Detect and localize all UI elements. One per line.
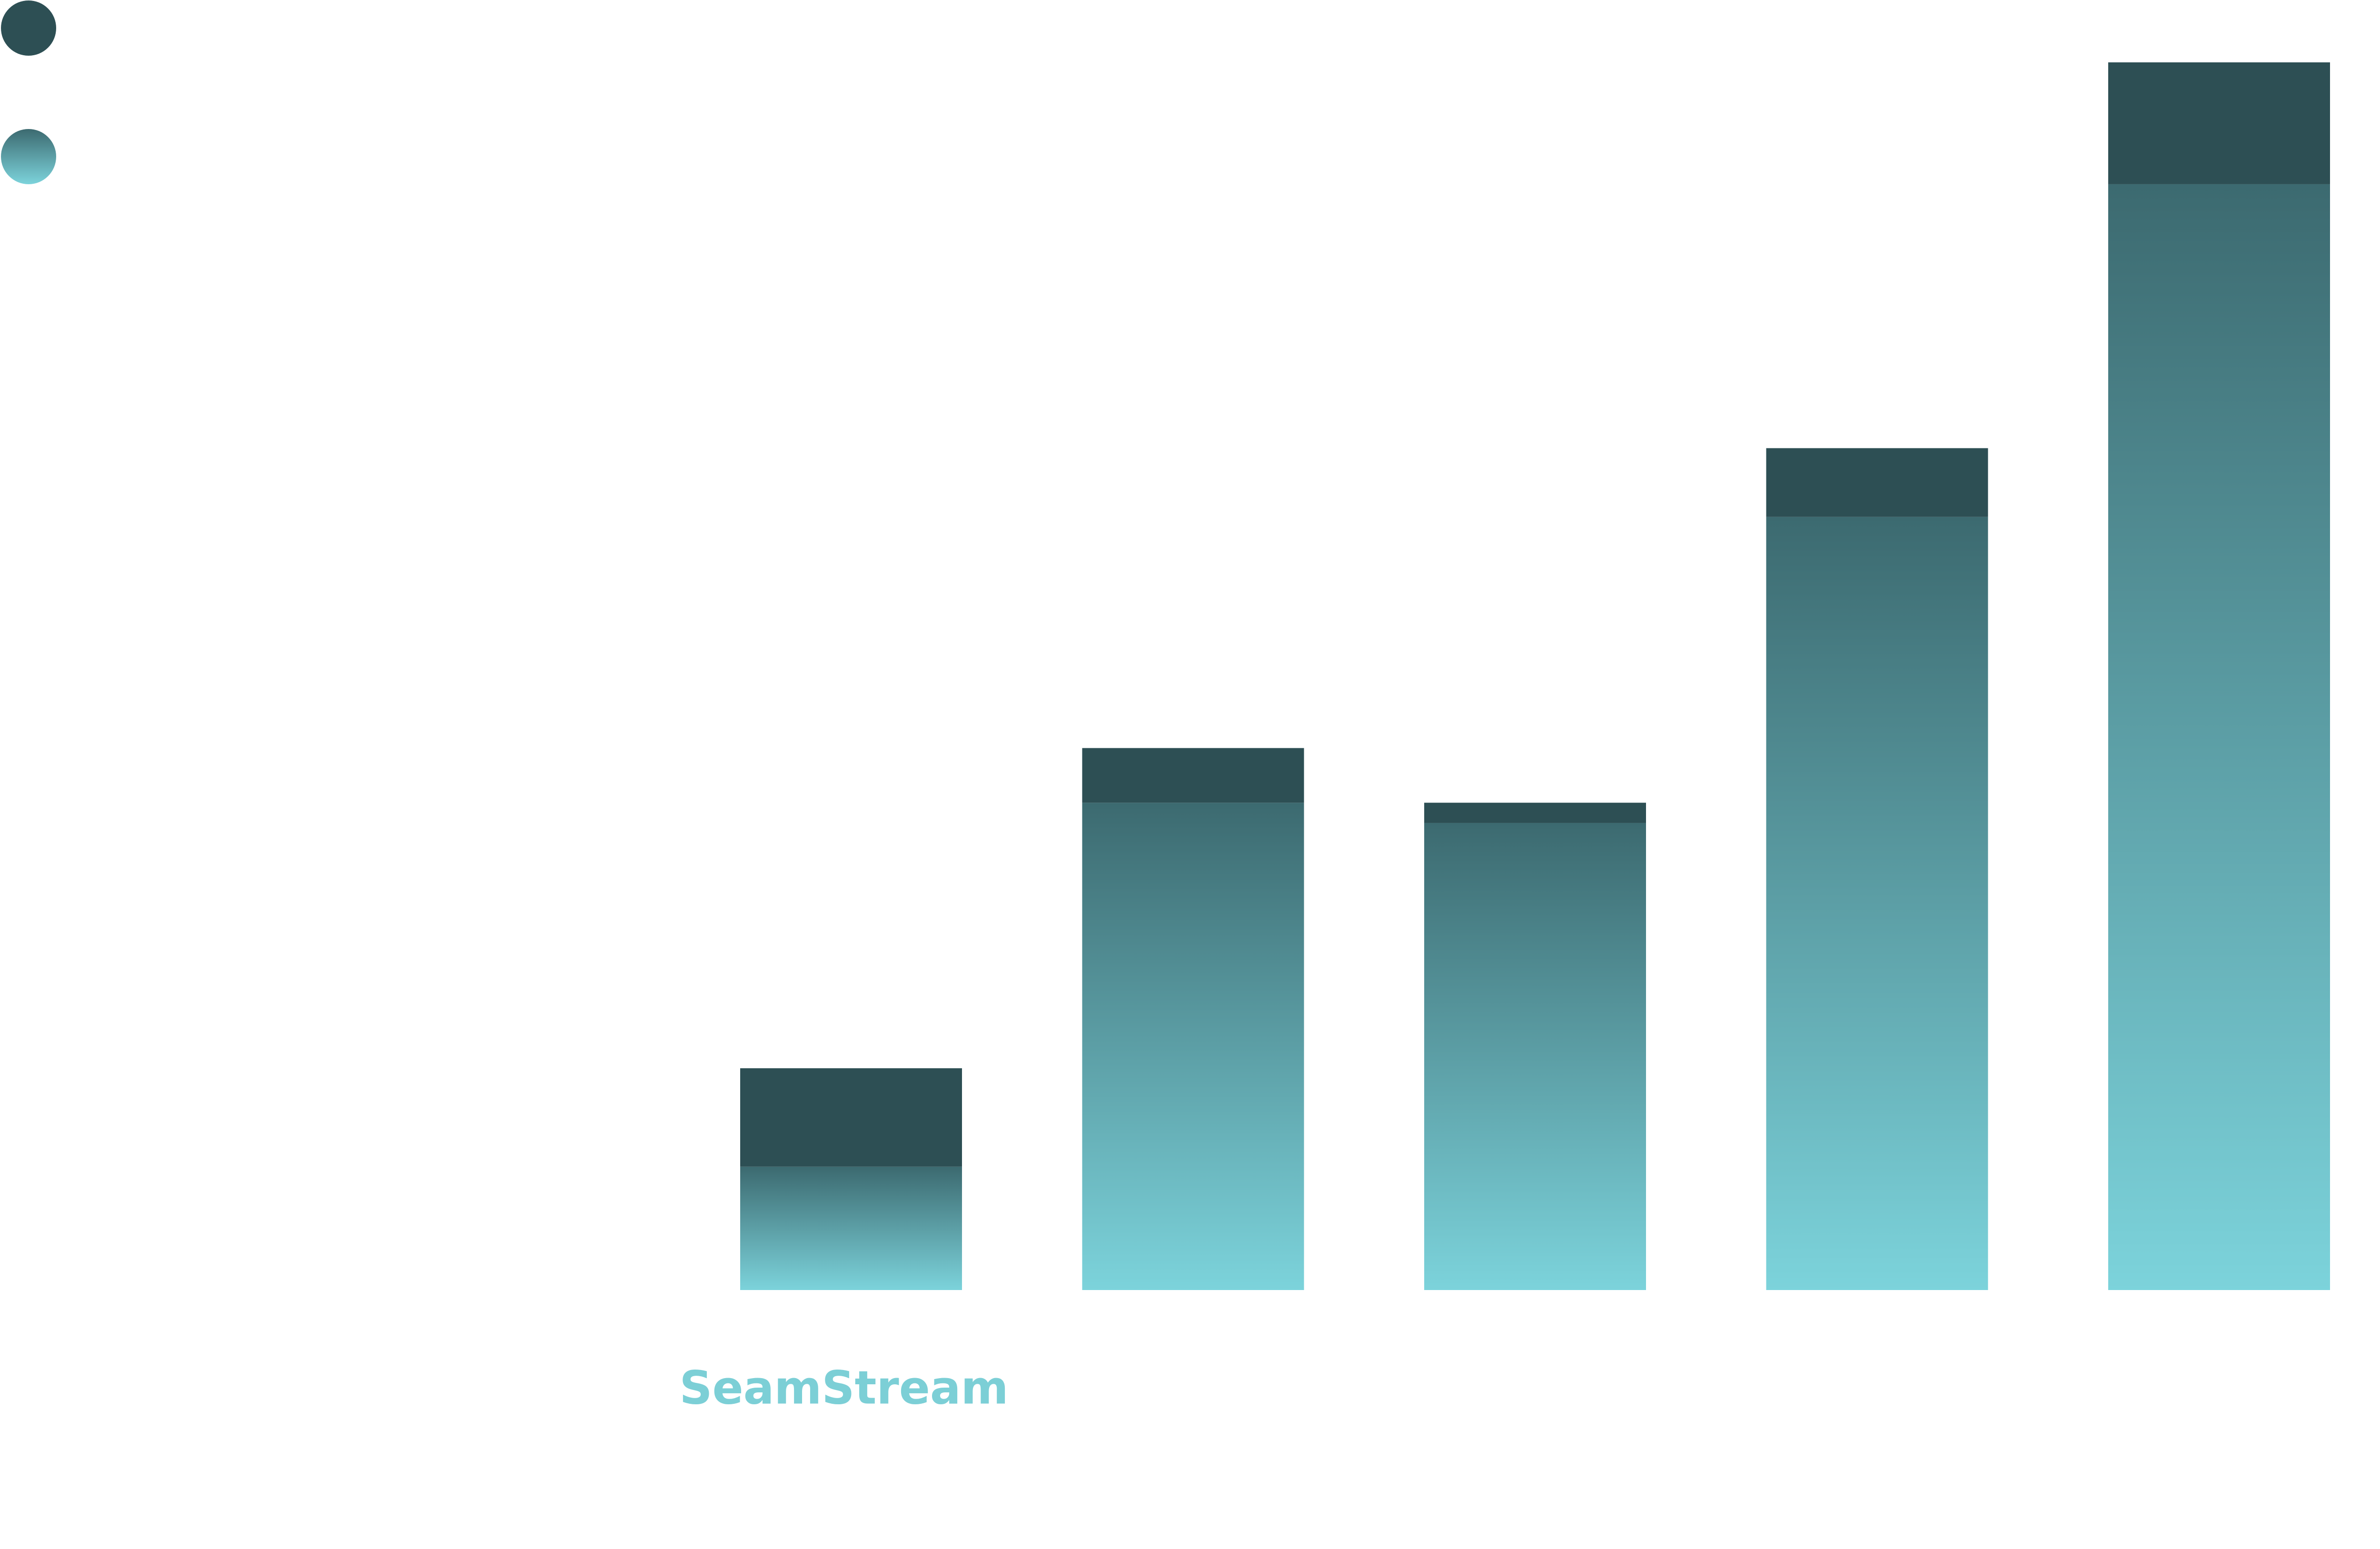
bar-segment xyxy=(1766,448,1988,517)
x-tick-label: SeamStream xyxy=(679,1361,1008,1414)
bar-segment xyxy=(2108,62,2330,184)
legend-swatch xyxy=(1,0,56,56)
bar-segment xyxy=(740,1166,962,1290)
bar-segment xyxy=(1424,803,1646,823)
bar-segment xyxy=(740,1068,962,1167)
bar-segment xyxy=(2108,184,2330,1290)
bar-segment xyxy=(1766,516,1988,1290)
bar-segment xyxy=(1424,823,1646,1290)
bar-segment xyxy=(1082,748,1304,803)
legend-swatch xyxy=(1,129,56,184)
bar-segment xyxy=(1082,803,1304,1290)
